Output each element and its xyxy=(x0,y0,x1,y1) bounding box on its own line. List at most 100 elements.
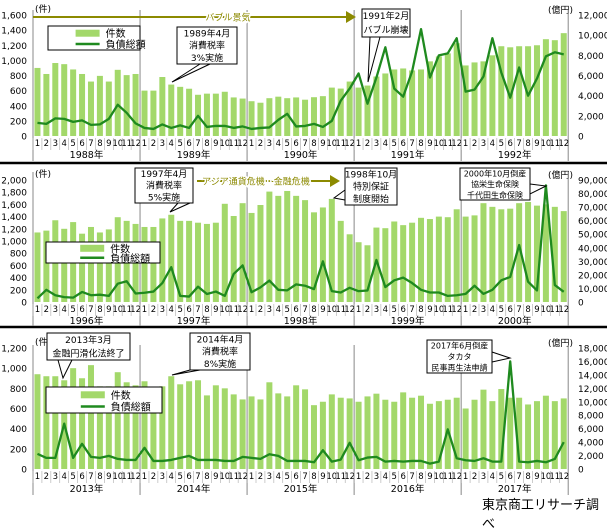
month-label: 2 xyxy=(44,139,49,149)
month-label: 3 xyxy=(481,472,486,482)
month-label: 4 xyxy=(383,305,388,315)
count-bar xyxy=(409,397,416,469)
month-label: 10 xyxy=(433,305,444,315)
count-bar xyxy=(435,216,442,302)
month-label: 2 xyxy=(472,305,477,315)
month-label: 6 xyxy=(400,139,405,149)
count-bar xyxy=(346,234,353,302)
panel-2: 0 200 400 600 800 1,000 1,200 1,400 1,600 1,800 2,… xyxy=(1,167,607,327)
count-bar xyxy=(230,97,237,136)
count-bar xyxy=(418,217,425,302)
count-bar xyxy=(516,46,523,136)
month-label: 2 xyxy=(365,305,370,315)
callout-pointer xyxy=(529,183,548,195)
callout-text: 民事再生法申請 xyxy=(432,363,488,373)
month-label: 6 xyxy=(508,472,513,482)
left-unit-label: (件) xyxy=(35,168,51,180)
right-tick-label: 0 xyxy=(578,466,584,476)
month-label: 3 xyxy=(160,472,165,482)
month-label: 8 xyxy=(418,139,423,149)
month-label: 3 xyxy=(267,139,272,149)
count-bar xyxy=(168,214,175,302)
debt-line xyxy=(36,184,565,300)
month-label: 6 xyxy=(400,472,405,482)
count-bar xyxy=(105,81,112,136)
period-label: アジア通貨危機・金融危機 xyxy=(202,176,310,188)
legend-box xyxy=(45,241,161,264)
month-label: 12 xyxy=(558,139,569,149)
count-bar xyxy=(400,68,407,136)
count-bar xyxy=(489,55,496,137)
callout-text: 消費税率 xyxy=(202,346,238,358)
month-label: 12 xyxy=(344,472,355,482)
month-label: 6 xyxy=(186,139,191,149)
count-bar xyxy=(400,225,407,302)
month-label: 8 xyxy=(525,305,530,315)
count-bar xyxy=(159,77,166,136)
count-bar xyxy=(203,93,210,136)
count-bar xyxy=(409,222,416,302)
month-label: 3 xyxy=(160,139,165,149)
count-bar xyxy=(516,397,523,469)
count-bar xyxy=(203,223,210,302)
month-label: 1 xyxy=(35,305,40,315)
callout-text: 3%実施 xyxy=(191,52,223,64)
left-tick-label: 1,600 xyxy=(1,12,27,22)
month-label: 11 xyxy=(549,139,560,149)
right-tick-label: 10,000 xyxy=(578,398,607,408)
month-label: 12 xyxy=(130,305,141,315)
month-label: 7 xyxy=(302,305,307,315)
count-bar xyxy=(471,215,478,302)
count-bar xyxy=(373,76,380,136)
month-label: 2 xyxy=(44,472,49,482)
month-label: 8 xyxy=(525,472,530,482)
month-label: 4 xyxy=(490,305,495,315)
month-label: 9 xyxy=(106,305,111,315)
legend-bar-swatch xyxy=(80,391,105,399)
count-bar xyxy=(525,46,532,136)
month-label: 2 xyxy=(258,139,263,149)
count-bar xyxy=(70,69,77,136)
right-tick-label: 6,000 xyxy=(578,425,604,435)
count-bar xyxy=(409,70,416,136)
count-bar xyxy=(150,388,157,469)
count-bar xyxy=(444,53,451,136)
month-label: 5 xyxy=(70,305,75,315)
panel-1: 0 200 400 600 800 1,000 1,200 1,400 1,600 0 2,000 4… xyxy=(1,3,607,161)
count-bar xyxy=(560,33,567,136)
count-bar xyxy=(310,405,317,469)
right-tick-label: 60,000 xyxy=(578,217,607,227)
count-bar xyxy=(257,102,264,136)
month-label: 6 xyxy=(400,305,405,315)
count-bar xyxy=(239,203,246,302)
left-tick-label: 1,800 xyxy=(1,189,27,199)
count-bar xyxy=(435,401,442,469)
count-bar xyxy=(221,388,228,469)
count-bar xyxy=(275,96,282,136)
arrowhead-icon xyxy=(346,11,356,23)
right-tick-label: 2,000 xyxy=(578,452,604,462)
month-label: 1 xyxy=(142,139,147,149)
count-bar xyxy=(79,378,86,469)
right-tick-label: 90,000 xyxy=(578,177,607,187)
right-tick-label: 10,000 xyxy=(578,285,607,295)
left-tick-label: 0 xyxy=(21,133,27,143)
legend-count-label: 件数 xyxy=(106,27,126,40)
count-bar xyxy=(498,389,505,469)
month-label: 11 xyxy=(335,305,346,315)
callout-pointer xyxy=(171,369,201,376)
month-label: 7 xyxy=(88,305,93,315)
month-label: 1 xyxy=(463,472,468,482)
callout-pointer xyxy=(491,351,512,363)
month-label: 7 xyxy=(88,139,93,149)
month-label: 9 xyxy=(320,472,325,482)
count-bar xyxy=(168,376,175,469)
count-bar xyxy=(328,198,335,302)
year-label: 1996年 xyxy=(70,315,104,327)
callout-text: バブル崩壊 xyxy=(363,24,408,36)
count-bar xyxy=(542,204,549,302)
